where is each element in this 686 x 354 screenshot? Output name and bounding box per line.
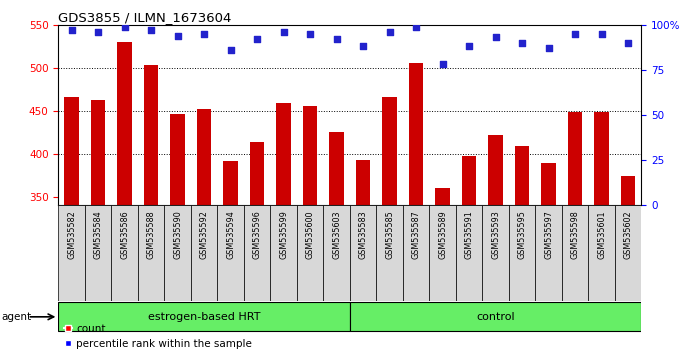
- Bar: [515, 146, 530, 354]
- Point: [569, 31, 580, 37]
- Legend: count, percentile rank within the sample: count, percentile rank within the sample: [64, 324, 252, 349]
- Bar: [217, 205, 244, 301]
- Bar: [488, 135, 503, 354]
- Point: [199, 31, 210, 37]
- Point: [172, 33, 183, 39]
- Text: GSM535596: GSM535596: [252, 210, 261, 259]
- Point: [119, 24, 130, 29]
- Bar: [456, 205, 482, 301]
- Bar: [224, 161, 238, 354]
- Bar: [323, 205, 350, 301]
- Bar: [303, 107, 318, 354]
- Bar: [482, 205, 509, 301]
- Bar: [382, 97, 397, 354]
- Point: [305, 31, 316, 37]
- Text: GSM535593: GSM535593: [491, 210, 500, 259]
- Bar: [568, 112, 582, 354]
- Bar: [197, 109, 211, 354]
- Text: GDS3855 / ILMN_1673604: GDS3855 / ILMN_1673604: [58, 11, 232, 24]
- Text: estrogen-based HRT: estrogen-based HRT: [148, 312, 260, 322]
- Text: GSM535603: GSM535603: [332, 210, 341, 259]
- Point: [145, 27, 156, 33]
- Point: [66, 27, 77, 33]
- Bar: [462, 156, 476, 354]
- Bar: [621, 176, 635, 354]
- Text: control: control: [476, 312, 515, 322]
- Point: [93, 29, 104, 35]
- Bar: [594, 112, 609, 354]
- Text: GSM535585: GSM535585: [385, 210, 394, 259]
- Bar: [91, 99, 106, 354]
- Bar: [436, 188, 450, 354]
- Point: [384, 29, 395, 35]
- Bar: [85, 205, 111, 301]
- Bar: [541, 163, 556, 354]
- Text: GSM535586: GSM535586: [120, 210, 129, 259]
- Text: GSM535589: GSM535589: [438, 210, 447, 259]
- Bar: [329, 132, 344, 354]
- Bar: [144, 65, 158, 354]
- Bar: [138, 205, 165, 301]
- Bar: [377, 205, 403, 301]
- Bar: [276, 103, 291, 354]
- Point: [596, 31, 607, 37]
- Bar: [409, 63, 423, 354]
- Bar: [117, 42, 132, 354]
- Point: [225, 47, 236, 53]
- Text: GSM535601: GSM535601: [597, 210, 606, 259]
- Text: GSM535590: GSM535590: [173, 210, 182, 259]
- Point: [623, 40, 634, 46]
- Text: agent: agent: [1, 312, 32, 322]
- Point: [517, 40, 528, 46]
- Bar: [429, 205, 456, 301]
- Text: GSM535597: GSM535597: [544, 210, 553, 259]
- Bar: [270, 205, 297, 301]
- Bar: [350, 302, 641, 331]
- Bar: [562, 205, 589, 301]
- Text: GSM535587: GSM535587: [412, 210, 421, 259]
- Bar: [64, 97, 79, 354]
- Point: [543, 45, 554, 51]
- Text: GSM535598: GSM535598: [571, 210, 580, 259]
- Bar: [535, 205, 562, 301]
- Bar: [58, 205, 85, 301]
- Bar: [165, 205, 191, 301]
- Point: [490, 35, 501, 40]
- Bar: [403, 205, 429, 301]
- Text: GSM535594: GSM535594: [226, 210, 235, 259]
- Point: [437, 62, 448, 67]
- Text: GSM535588: GSM535588: [147, 210, 156, 259]
- Bar: [356, 160, 370, 354]
- Bar: [297, 205, 323, 301]
- Bar: [350, 205, 377, 301]
- Bar: [191, 205, 217, 301]
- Text: GSM535602: GSM535602: [624, 210, 632, 259]
- Point: [464, 44, 475, 49]
- Point: [278, 29, 289, 35]
- Text: GSM535592: GSM535592: [200, 210, 209, 259]
- Point: [331, 36, 342, 42]
- Bar: [170, 114, 185, 354]
- Bar: [615, 205, 641, 301]
- Text: GSM535582: GSM535582: [67, 210, 76, 259]
- Bar: [250, 142, 264, 354]
- Point: [357, 44, 368, 49]
- Point: [411, 24, 422, 29]
- Text: GSM535583: GSM535583: [359, 210, 368, 259]
- Text: GSM535584: GSM535584: [93, 210, 103, 259]
- Text: GSM535595: GSM535595: [518, 210, 527, 259]
- Bar: [111, 205, 138, 301]
- Text: GSM535599: GSM535599: [279, 210, 288, 259]
- Bar: [244, 205, 270, 301]
- Text: GSM535600: GSM535600: [305, 210, 315, 259]
- Bar: [58, 302, 350, 331]
- Bar: [589, 205, 615, 301]
- Point: [252, 36, 263, 42]
- Text: GSM535591: GSM535591: [464, 210, 473, 259]
- Bar: [509, 205, 535, 301]
